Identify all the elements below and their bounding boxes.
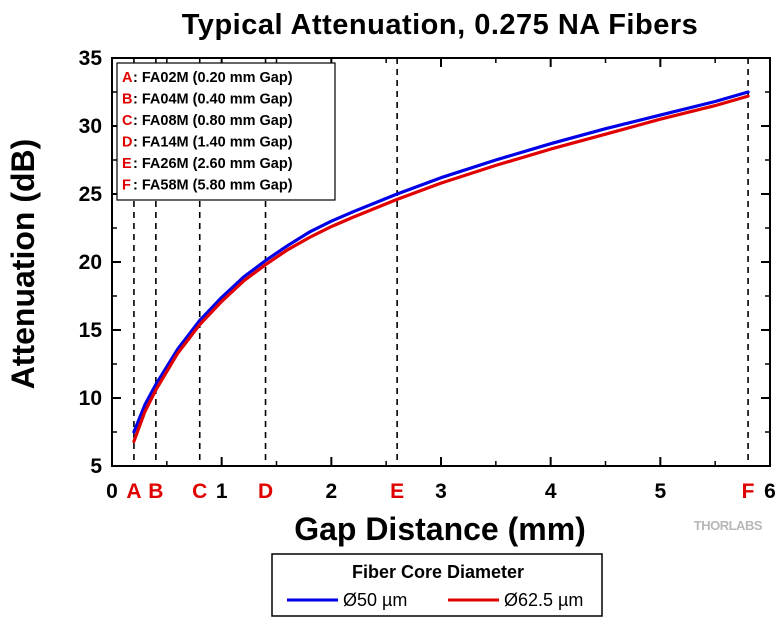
y-tick-label: 35: [79, 47, 103, 70]
legend-box: [271, 553, 603, 617]
marker-letter-f: F: [742, 480, 755, 503]
fiber-key-letter-b: B: [122, 92, 132, 108]
fiber-key-letter-e: E: [122, 156, 132, 172]
thorlabs-logo: THORLABS: [694, 518, 763, 533]
x-tick-label: 0: [106, 480, 118, 503]
y-tick-label: 10: [79, 387, 102, 410]
fiber-key-letter-f: F: [122, 178, 131, 194]
marker-letter-a: A: [126, 480, 141, 503]
fiber-key-letter-d: D: [122, 135, 132, 151]
y-tick-label: 30: [79, 115, 102, 138]
x-tick-label: 4: [545, 480, 557, 503]
fiber-key-box: [116, 62, 336, 201]
x-tick-label: 1: [216, 480, 228, 503]
fiber-key-label-d: : FA14M (1.40 mm Gap): [133, 135, 293, 151]
marker-letter-b: B: [148, 480, 163, 503]
fiber-key-letter-a: A: [122, 70, 133, 86]
legend-label-62-5um: Ø62.5 µm: [504, 590, 583, 610]
x-tick-label: 5: [654, 480, 666, 503]
marker-letter-c: C: [192, 480, 207, 503]
x-axis-title: Gap Distance (mm): [294, 511, 586, 547]
y-tick-label: 5: [90, 455, 102, 478]
series-line-62-5um: [132, 94, 750, 444]
series-line-50um: [132, 90, 750, 434]
x-tick-label: 3: [435, 480, 447, 503]
y-tick-label: 20: [79, 251, 102, 274]
fiber-key-label-e: : FA26M (2.60 mm Gap): [133, 156, 293, 172]
fiber-key-label-f: : FA58M (5.80 mm Gap): [133, 178, 293, 194]
marker-letter-d: D: [258, 480, 273, 503]
y-tick-label: 25: [79, 183, 103, 206]
fiber-key-label-b: : FA04M (0.40 mm Gap): [133, 92, 293, 108]
legend: Fiber Core Diameter Ø50 µm Ø62.5 µm: [271, 553, 603, 617]
x-tick-label: 6: [764, 480, 776, 503]
y-tick-label: 15: [79, 319, 103, 342]
x-tick-label: 2: [325, 480, 337, 503]
fiber-key-label-c: : FA08M (0.80 mm Gap): [133, 113, 293, 129]
chart-title: Typical Attenuation, 0.275 NA Fibers: [182, 9, 698, 41]
fiber-key-label-a: : FA02M (0.20 mm Gap): [133, 70, 293, 86]
y-axis-title: Attenuation (dB): [5, 139, 41, 390]
legend-title: Fiber Core Diameter: [352, 562, 524, 582]
marker-letter-e: E: [390, 480, 404, 503]
fiber-key-letter-c: C: [122, 113, 133, 129]
legend-label-50um: Ø50 µm: [343, 590, 407, 610]
